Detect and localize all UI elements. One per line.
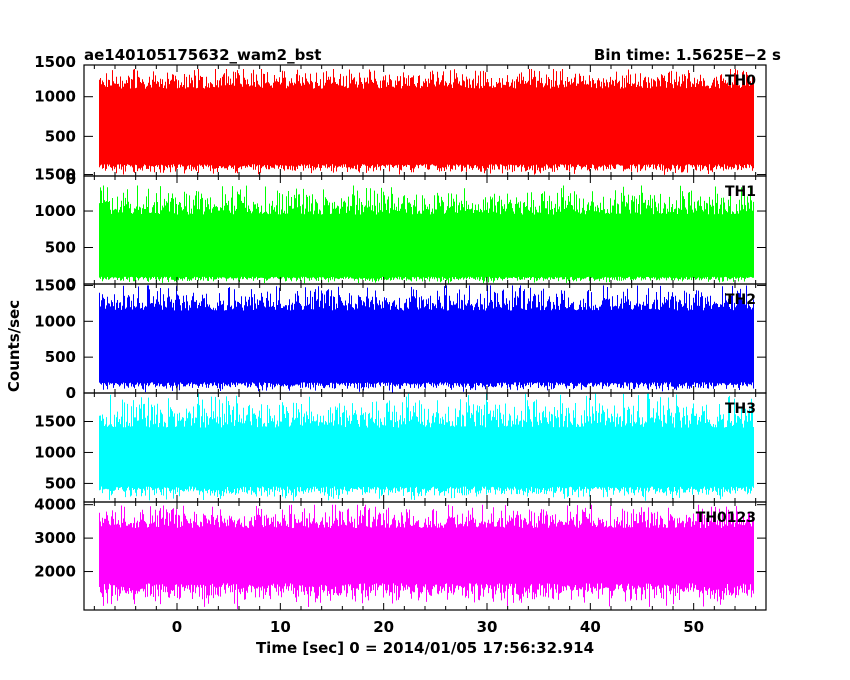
y-tick-label: 1500 xyxy=(34,412,76,430)
panel-label-th2: TH2 xyxy=(725,292,756,308)
panel-th3: 500 1000 1500 TH3 xyxy=(34,392,767,503)
bin-time-label: Bin time: 1.5625E−2 s xyxy=(594,46,781,64)
y-tick-label: 0 xyxy=(66,275,76,293)
panel-th0123: 2000 3000 4000 TH0123 xyxy=(34,496,767,611)
y-tick-label: 2000 xyxy=(34,563,76,581)
x-tick-label: 10 xyxy=(270,618,291,636)
y-tick-label: 1000 xyxy=(34,312,76,330)
panel-th2: 0 500 1000 1500 TH2 xyxy=(34,276,767,402)
y-tick-label: 500 xyxy=(45,474,76,492)
x-axis-title: Time [sec] 0 = 2014/01/05 17:56:32.914 xyxy=(256,639,594,657)
y-tick-label: 1000 xyxy=(34,202,76,220)
x-tick-label: 40 xyxy=(580,618,601,636)
panel-label-th3: TH3 xyxy=(725,401,756,417)
y-tick-label: 1500 xyxy=(34,53,76,71)
y-tick-label: 3000 xyxy=(34,529,76,547)
y-axis-title: Counts/sec xyxy=(5,300,23,392)
y-tick-label: 4000 xyxy=(34,496,76,514)
y-tick-label: 1500 xyxy=(34,276,76,294)
y-tick-label: 500 xyxy=(45,348,76,366)
y-tick-label: 500 xyxy=(45,127,76,145)
panel-label-th1: TH1 xyxy=(725,184,756,200)
y-tick-label: 1000 xyxy=(34,88,76,106)
series-trace-th3 xyxy=(99,393,754,501)
x-tick-label: 50 xyxy=(683,618,704,636)
panels: 500100015000TH0050010001500TH10500100015… xyxy=(34,53,767,636)
chart-title: ae140105175632_wam2_bst xyxy=(84,46,321,64)
x-tick-label: 20 xyxy=(373,618,394,636)
panel-label-th0123: TH0123 xyxy=(696,510,756,526)
series-trace-th0123 xyxy=(99,504,754,609)
x-tick-label: 0 xyxy=(172,618,182,636)
y-tick-label: 0 xyxy=(66,384,76,402)
panel-label-th0: TH0 xyxy=(725,73,756,89)
panel-th1: 0 500 1000 1500 TH1 xyxy=(34,166,767,293)
y-tick-label: 500 xyxy=(45,239,76,257)
series-trace-th0 xyxy=(99,69,754,175)
x-tick-label: 30 xyxy=(477,618,498,636)
y-tick-label: 1500 xyxy=(34,166,76,184)
series-trace-th1 xyxy=(99,185,754,284)
y-tick-label: 0 xyxy=(66,170,76,188)
y-tick-label: 1000 xyxy=(34,443,76,461)
series-trace-th2 xyxy=(99,285,754,393)
